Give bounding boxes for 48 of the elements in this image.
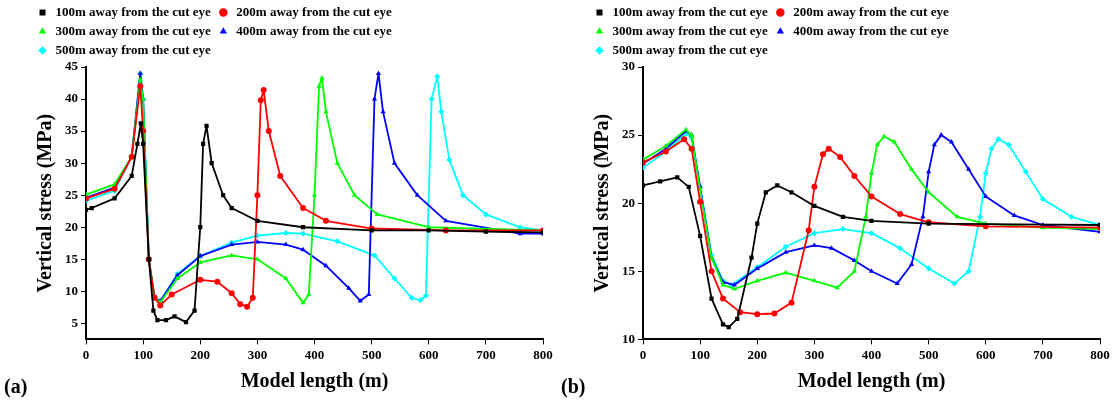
- x-axis-title: Model length (m): [240, 369, 389, 393]
- y-axis-title: Vertical stress (MPa): [33, 113, 57, 293]
- legend-label: 100m away from the cut eye: [612, 3, 769, 19]
- x-tick-label: 800: [533, 346, 553, 362]
- y-tick-label: 10: [622, 330, 635, 346]
- x-tick-label: 500: [361, 346, 382, 362]
- x-tick-label: 500: [918, 346, 939, 362]
- legend-label: 100m away from the cut eye: [55, 3, 212, 19]
- y-tick-label: 15: [622, 262, 636, 278]
- y-tick-label: 45: [65, 58, 79, 74]
- y-axis-title: Vertical stress (MPa): [590, 113, 614, 293]
- x-tick-label: 100: [133, 346, 153, 362]
- y-tick-label: 30: [622, 58, 635, 74]
- legend-label: 400m away from the cut eye: [236, 22, 392, 38]
- x-tick-label: 0: [639, 346, 647, 362]
- y-tick-label: 25: [622, 126, 636, 142]
- x-tick-label: 300: [804, 346, 825, 362]
- x-tick-label: 100: [690, 346, 710, 362]
- y-tick-label: 20: [65, 218, 78, 234]
- y-tick-label: 30: [65, 154, 78, 170]
- legend-label: 500m away from the cut eye: [612, 41, 769, 57]
- x-tick-label: 0: [82, 346, 90, 362]
- y-tick-label: 35: [65, 122, 79, 138]
- y-tick-label: 40: [65, 90, 78, 106]
- legend-label: 400m away from the cut eye: [793, 22, 949, 38]
- x-tick-label: 700: [1033, 346, 1053, 362]
- y-tick-label: 25: [65, 186, 79, 202]
- y-tick-label: 10: [65, 282, 78, 298]
- x-tick-label: 600: [419, 346, 439, 362]
- legend-label: 300m away from the cut eye: [55, 22, 212, 38]
- x-tick-label: 800: [1090, 346, 1110, 362]
- x-tick-label: 200: [190, 346, 210, 362]
- x-tick-label: 700: [476, 346, 496, 362]
- y-tick-label: 20: [622, 194, 635, 210]
- text: (a): [4, 375, 28, 399]
- x-axis-title: Model length (m): [797, 369, 946, 393]
- text: (b): [561, 375, 586, 399]
- legend-label: 200m away from the cut eye: [236, 3, 392, 19]
- x-tick-label: 200: [747, 346, 767, 362]
- x-tick-label: 600: [976, 346, 996, 362]
- legend-label: 300m away from the cut eye: [612, 22, 769, 38]
- x-tick-label: 300: [247, 346, 268, 362]
- legend-label: 500m away from the cut eye: [55, 41, 212, 57]
- y-tick-label: 15: [65, 250, 79, 266]
- x-tick-label: 400: [861, 346, 882, 362]
- x-tick-label: 400: [304, 346, 325, 362]
- legend-label: 200m away from the cut eye: [793, 3, 949, 19]
- y-tick-label: 5: [71, 314, 79, 330]
